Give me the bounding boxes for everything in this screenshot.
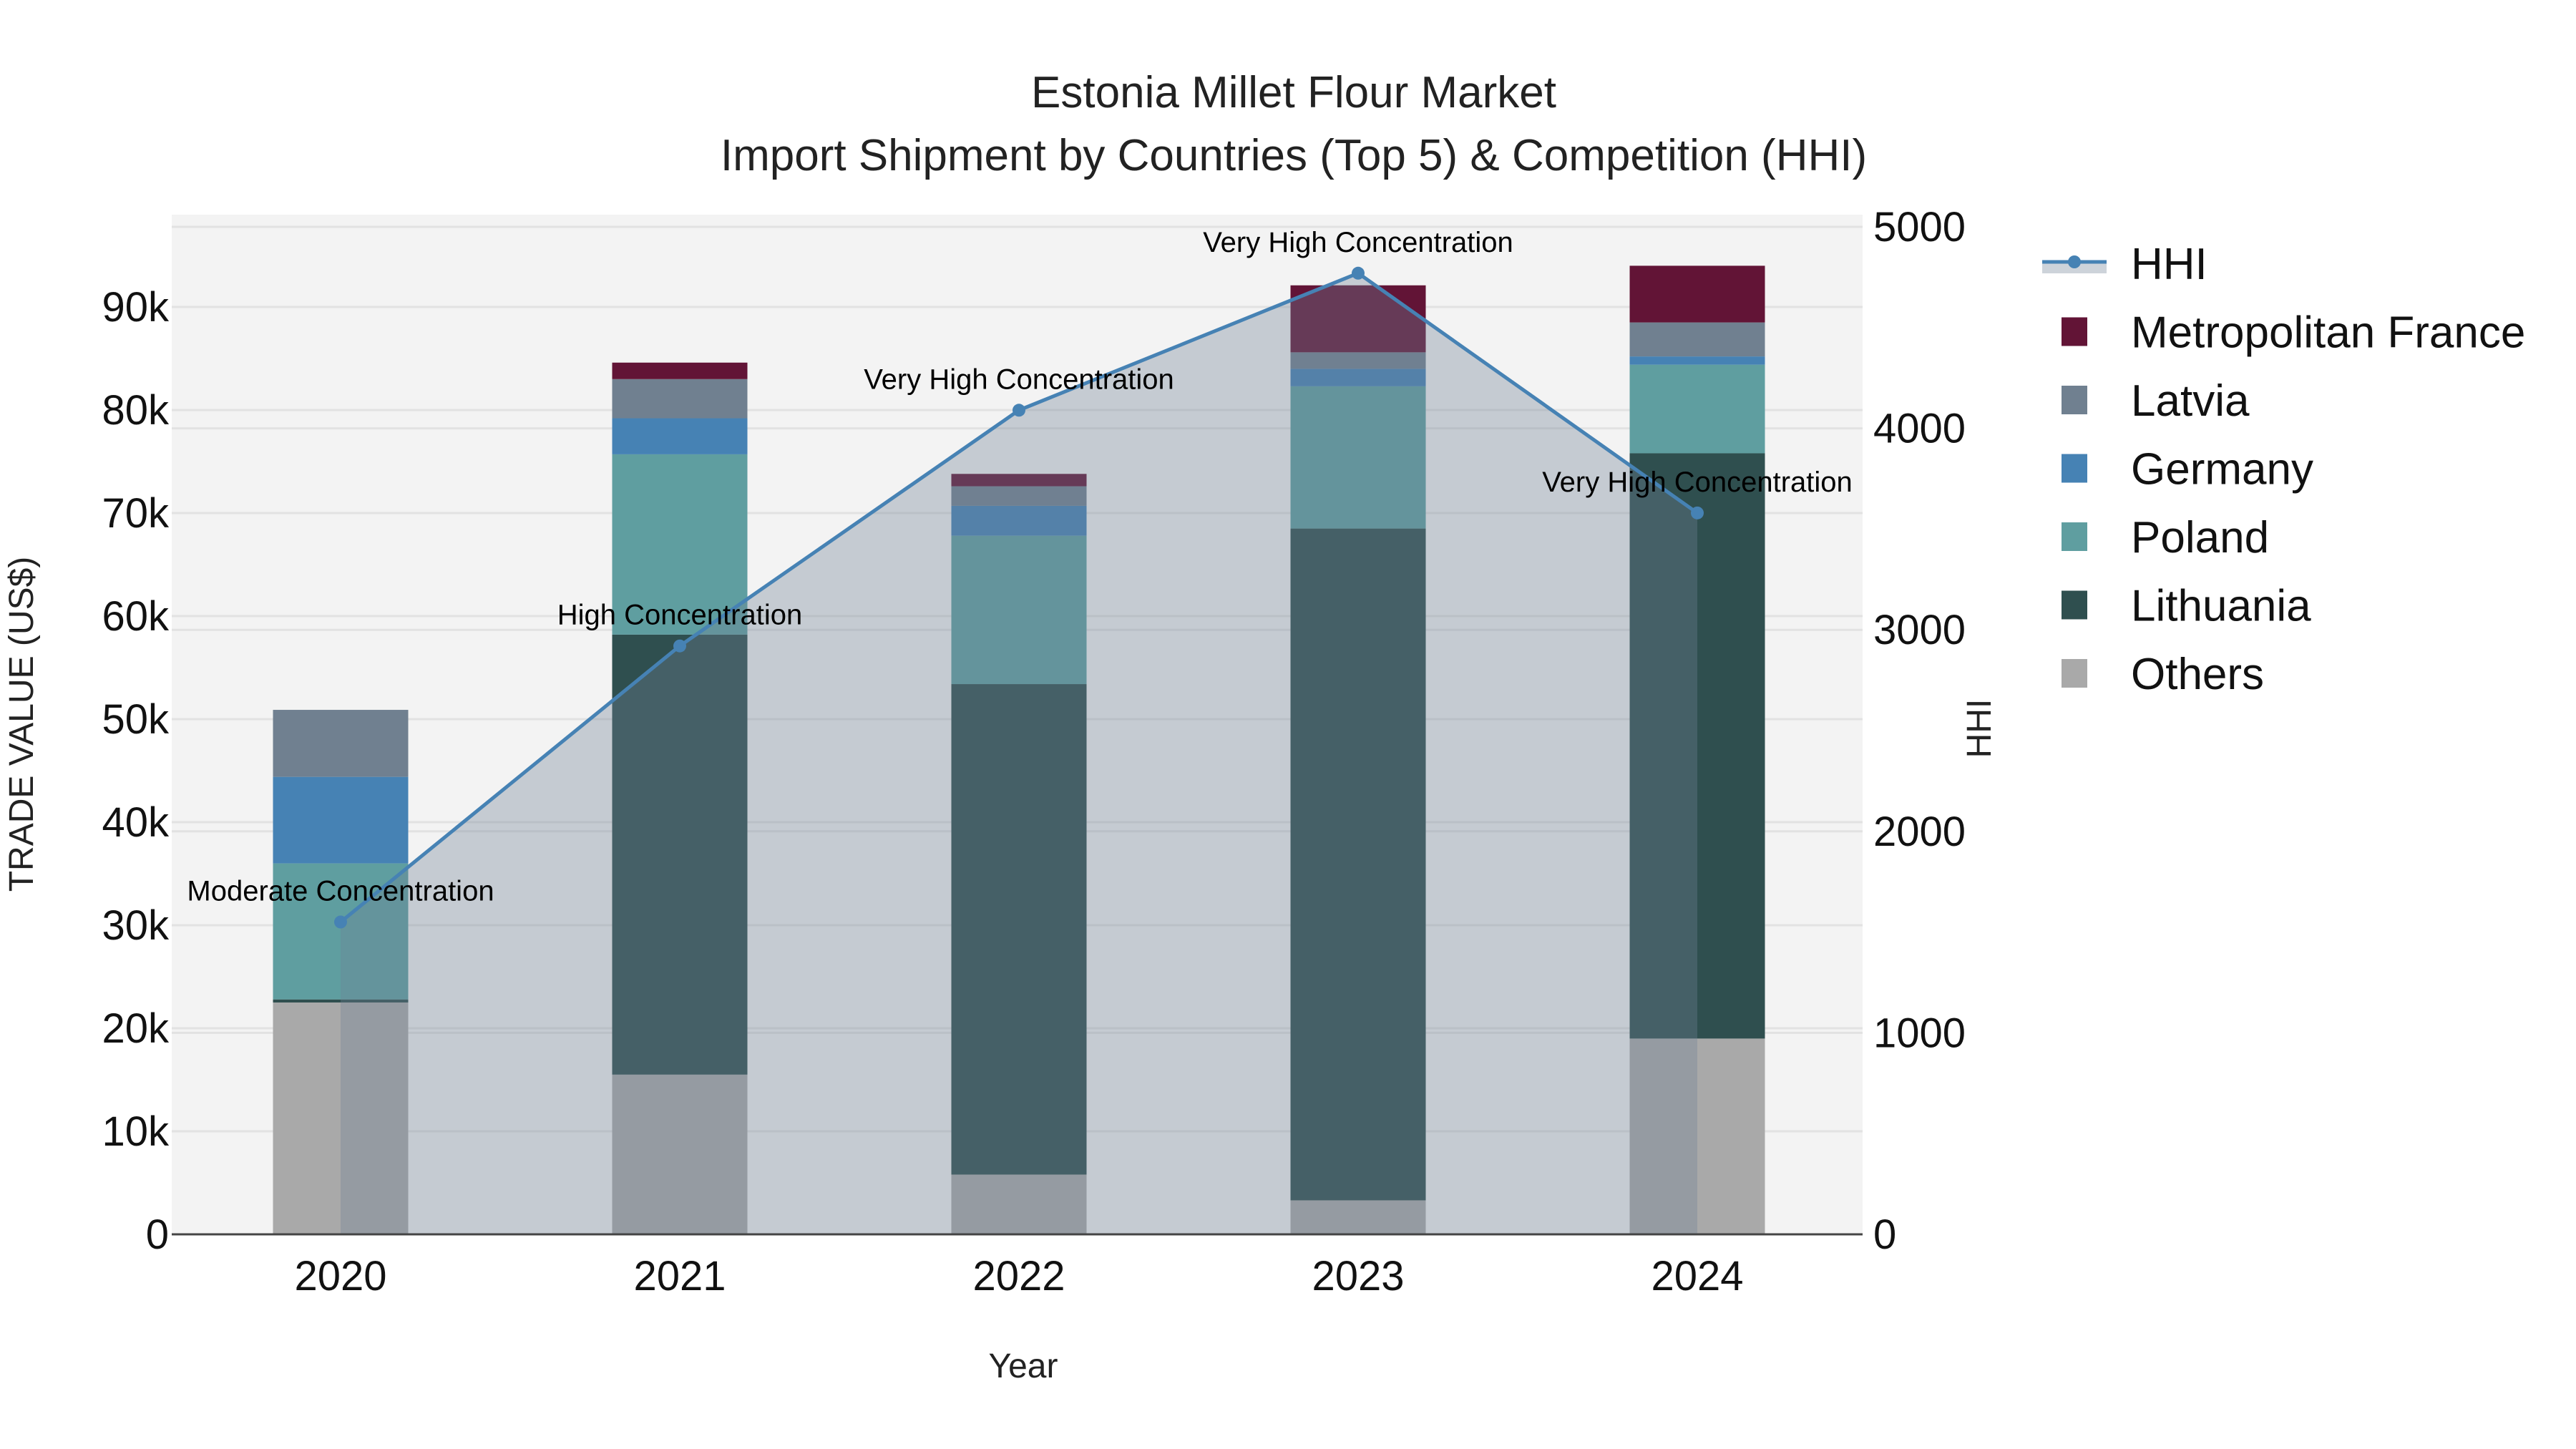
legend-color-swatch — [2062, 659, 2087, 688]
legend-item-others[interactable]: Others — [2062, 650, 2264, 699]
hhi-marker[interactable] — [1013, 404, 1025, 417]
y-right-tick-label: 1000 — [1873, 1010, 1966, 1056]
hhi-annotation: Very High Concentration — [1203, 227, 1513, 258]
y-left-tick-label: 30k — [102, 902, 170, 949]
y-right-tick-label: 4000 — [1873, 406, 1966, 452]
legend-item-germany[interactable]: Germany — [2062, 445, 2313, 494]
legend-item-hhi[interactable]: HHI — [2042, 240, 2207, 289]
bar-segment-germany[interactable] — [1290, 369, 1426, 386]
bar-segment-germany[interactable] — [1629, 356, 1765, 365]
y-right-tick-label: 2000 — [1873, 809, 1966, 855]
hhi-annotation: High Concentration — [557, 600, 802, 631]
x-tick-label: 2021 — [633, 1253, 726, 1299]
legend-item-latvia[interactable]: Latvia — [2062, 376, 2250, 426]
y-left-tick-label: 40k — [102, 799, 170, 846]
legend-label: Others — [2131, 650, 2264, 699]
legend-label: Lithuania — [2131, 582, 2311, 631]
chart-title-line1: Estonia Millet Flour Market — [1031, 68, 1556, 117]
legend-item-lithuania[interactable]: Lithuania — [2062, 582, 2311, 631]
hhi-annotation: Moderate Concentration — [187, 876, 494, 907]
hhi-marker[interactable] — [334, 915, 347, 929]
bar-segment-poland[interactable] — [1629, 364, 1765, 454]
bar-segment-latvia[interactable] — [951, 486, 1087, 506]
y-left-tick-label: 90k — [102, 284, 170, 331]
bar-segment-others[interactable] — [951, 1174, 1087, 1234]
y-right-tick-label: 3000 — [1873, 607, 1966, 653]
hhi-annotation: Very High Concentration — [1542, 467, 1853, 498]
x-tick-label: 2024 — [1651, 1253, 1743, 1299]
stacked-bars — [273, 265, 1765, 1234]
legend-marker-icon — [2068, 255, 2081, 268]
bar-segment-poland[interactable] — [612, 454, 748, 635]
hhi-series — [334, 266, 1704, 1234]
bar-segment-latvia[interactable] — [1290, 352, 1426, 369]
y-left-tick-label: 0 — [146, 1211, 169, 1258]
y-axis-right-ticks: 0 1000 2000 3000 4000 5000 — [1873, 204, 1966, 1258]
bar-segment-germany[interactable] — [951, 505, 1087, 536]
y-right-tick-label: 0 — [1873, 1211, 1896, 1258]
x-axis-ticks: 2020 2021 2022 2023 2024 — [294, 1253, 1743, 1299]
legend: HHI Metropolitan France Latvia Germany Polan… — [2042, 240, 2525, 699]
bar-segment-others[interactable] — [1629, 1038, 1765, 1234]
bar-segment-metropolitan-france[interactable] — [1290, 285, 1426, 353]
legend-color-swatch — [2062, 454, 2087, 483]
legend-label: Germany — [2131, 445, 2313, 494]
y-axis-left-title: TRADE VALUE (US$) — [3, 557, 41, 892]
legend-item-poland[interactable]: Poland — [2062, 513, 2269, 562]
y-left-tick-label: 50k — [102, 696, 170, 743]
bar-segment-lithuania[interactable] — [951, 684, 1087, 1175]
bar-segment-latvia[interactable] — [273, 710, 409, 777]
bar-segment-metropolitan-france[interactable] — [951, 474, 1087, 487]
bar-segment-germany[interactable] — [612, 418, 748, 454]
y-left-tick-label: 10k — [102, 1108, 170, 1155]
bar-segment-lithuania[interactable] — [1290, 528, 1426, 1201]
y-left-tick-label: 80k — [102, 387, 170, 434]
bar-segment-metropolitan-france[interactable] — [1629, 265, 1765, 323]
legend-label: Latvia — [2131, 376, 2250, 426]
hhi-annotation: Very High Concentration — [864, 364, 1174, 395]
bar-segment-poland[interactable] — [951, 535, 1087, 685]
bar-segment-latvia[interactable] — [1629, 322, 1765, 357]
bar-segment-lithuania[interactable] — [612, 634, 748, 1075]
bar-segment-poland[interactable] — [1290, 386, 1426, 529]
y-right-tick-label: 5000 — [1873, 204, 1966, 250]
y-axis-left-ticks: 0 10k 20k 30k 40k 50k 60k 70k 80k 90k — [102, 284, 170, 1258]
y-left-tick-label: 20k — [102, 1005, 170, 1052]
bar-segment-others[interactable] — [612, 1074, 748, 1234]
bar-segment-lithuania[interactable] — [1629, 453, 1765, 1039]
hhi-area-fill — [341, 273, 1697, 1234]
hhi-marker[interactable] — [673, 639, 686, 653]
legend-label: Poland — [2131, 513, 2269, 562]
chart-title-line2: Import Shipment by Countries (Top 5) & C… — [721, 131, 1867, 180]
x-tick-label: 2022 — [972, 1253, 1065, 1299]
y-axis-right-title: HHI — [1961, 699, 1999, 758]
bar-segment-latvia[interactable] — [612, 379, 748, 419]
hhi-annotations: Moderate Concentration High Concentration… — [187, 227, 1852, 907]
hhi-marker[interactable] — [1352, 266, 1365, 280]
legend-color-swatch — [2062, 590, 2087, 620]
legend-label: HHI — [2131, 240, 2207, 289]
x-axis-title: Year — [989, 1347, 1058, 1385]
bar-segment-others[interactable] — [1290, 1200, 1426, 1234]
legend-color-swatch — [2062, 522, 2087, 551]
x-tick-label: 2023 — [1312, 1253, 1404, 1299]
hhi-marker[interactable] — [1691, 506, 1704, 519]
bar-segment-germany[interactable] — [273, 776, 409, 864]
bar-segment-others[interactable] — [273, 1002, 409, 1234]
y-left-tick-label: 70k — [102, 490, 170, 537]
legend-color-swatch — [2062, 317, 2087, 346]
legend-item-metropolitan-france[interactable]: Metropolitan France — [2062, 308, 2525, 358]
y-left-tick-label: 60k — [102, 593, 170, 640]
bar-segment-lithuania[interactable] — [273, 999, 409, 1002]
legend-color-swatch — [2062, 386, 2087, 414]
x-tick-label: 2020 — [294, 1253, 386, 1299]
bar-segment-metropolitan-france[interactable] — [612, 362, 748, 379]
legend-label: Metropolitan France — [2131, 308, 2525, 358]
